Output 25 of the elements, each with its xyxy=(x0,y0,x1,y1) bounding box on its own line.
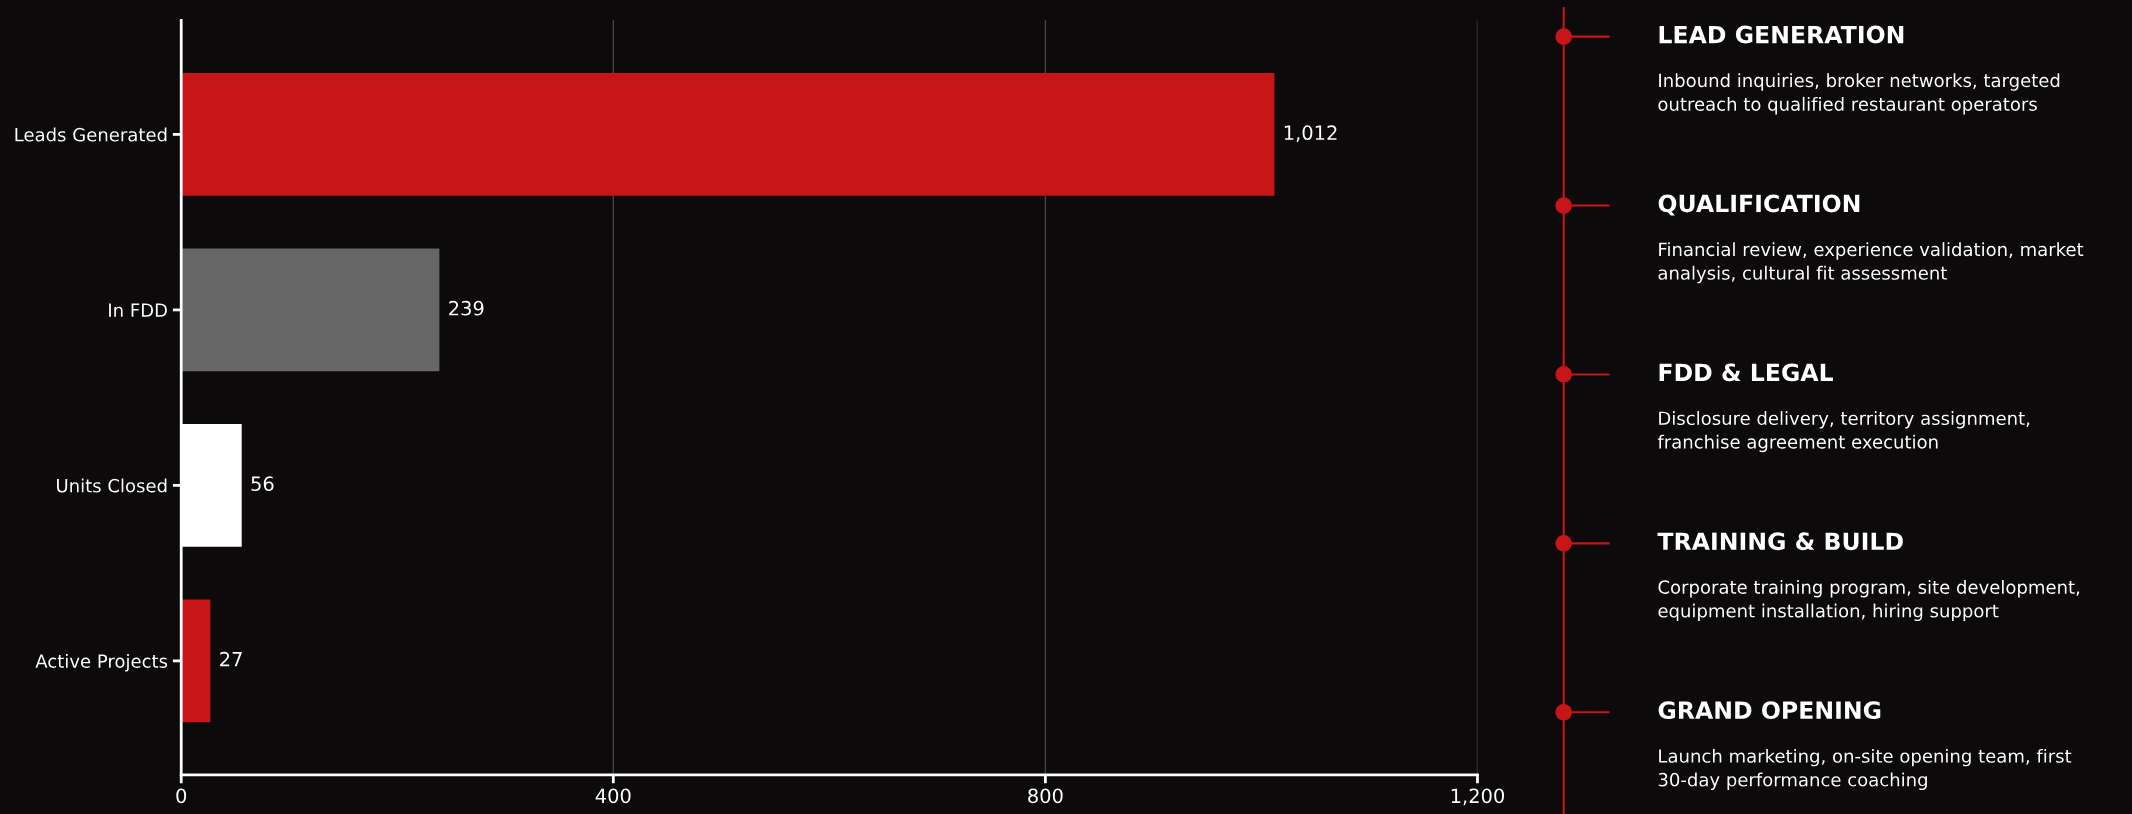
y-tick-label: Leads Generated xyxy=(15,127,167,142)
y-tick-label: Active Projects xyxy=(35,654,168,672)
category-label: GRAND OPENING xyxy=(1658,701,1881,720)
text: Corporate training program, site development, equipment installation, hiring support xyxy=(1658,579,2080,622)
bar xyxy=(181,248,440,372)
bar xyxy=(181,72,1275,196)
y-tick-label: Units Closed xyxy=(57,478,167,493)
y-tick-label: In FDD xyxy=(109,303,167,317)
category-label: QUALIFICATION xyxy=(1658,194,1860,216)
text: Launch marketing, on-site opening team, first 30-day performance coaching xyxy=(1658,748,2072,790)
category-label: LEAD GENERATION xyxy=(1659,25,1904,44)
x-tick-label: 400 xyxy=(595,788,631,804)
category-label: FDD & LEGAL xyxy=(1659,363,1833,382)
x-tick-label: 1,200 xyxy=(1451,788,1505,806)
bar xyxy=(181,599,211,723)
x-tick-label: 800 xyxy=(1028,788,1063,804)
category-label: TRAINING & BUILD xyxy=(1657,532,1903,551)
data-label: 27 xyxy=(220,651,242,667)
x-tick-label: 0 xyxy=(176,788,187,804)
data-label: 239 xyxy=(449,300,484,316)
text: Inbound inquiries, broker networks, targeted outreach to qualified restaurant operators xyxy=(1658,73,2060,115)
data-label: 56 xyxy=(251,476,274,492)
text: Financial review, experience validation, market analysis, cultural fit assessment xyxy=(1658,242,2084,284)
text: Disclosure delivery, territory assignment, franchise agreement execution xyxy=(1657,411,2030,453)
data-label: 1,012 xyxy=(1284,125,1337,143)
